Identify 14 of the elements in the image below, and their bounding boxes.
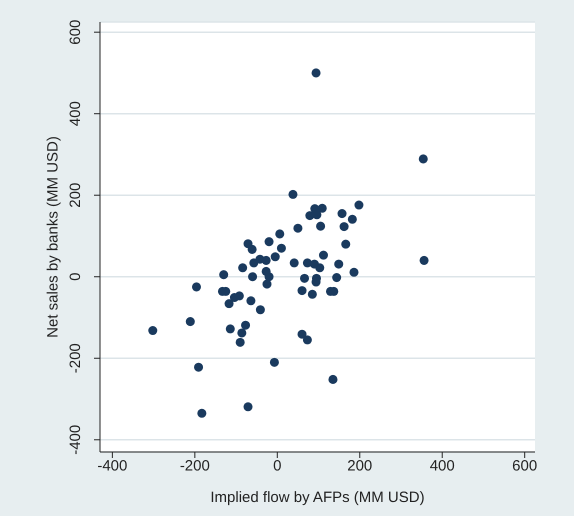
y-tick-label: 200 [67, 182, 84, 208]
y-tick-label: 400 [67, 101, 84, 126]
y-tick-label: -400 [67, 424, 84, 455]
y-tick-label: -200 [67, 343, 84, 374]
x-tick-label: 400 [430, 458, 455, 475]
x-tick-label: -400 [97, 458, 128, 475]
y-tick-label: 0 [67, 272, 84, 281]
x-tick-label: 600 [512, 458, 538, 475]
x-tick-label: -200 [180, 458, 210, 475]
x-axis-title: Implied flow by AFPs (MM USD) [210, 489, 425, 506]
y-axis-title: Net sales by banks (MM USD) [44, 136, 62, 338]
x-tick-label: 0 [273, 458, 282, 475]
x-tick-label: 200 [347, 458, 372, 475]
y-tick-label: 600 [67, 20, 84, 45]
